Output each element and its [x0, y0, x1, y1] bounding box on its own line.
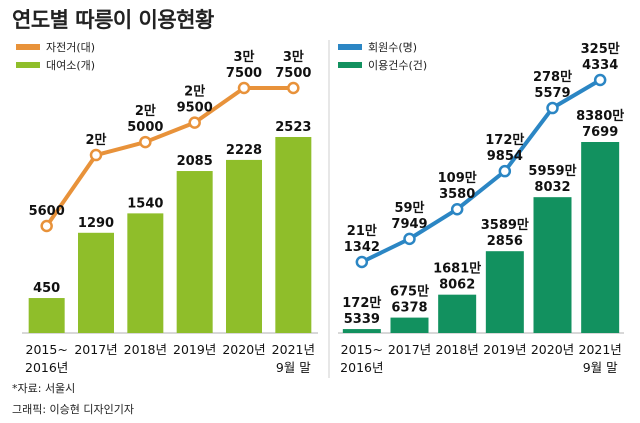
- line-point: [546, 101, 559, 115]
- legend-label-bar: 이용건수(건): [368, 59, 427, 72]
- line-point: [403, 232, 416, 246]
- x-tick-label: 2020년: [531, 342, 574, 357]
- series-line: [360, 78, 602, 264]
- line-point: [355, 255, 369, 269]
- series-line: [45, 86, 294, 228]
- source-note: *자료: 서울시: [12, 382, 76, 395]
- legend-label-line: 자전거(대): [46, 41, 95, 54]
- bar-value-label: 2085: [177, 154, 213, 169]
- bar-value-label: 8380만 7699: [576, 108, 624, 140]
- line-value-label: 5600: [29, 204, 65, 219]
- bar: [226, 159, 262, 333]
- x-tick-label: 2015~ 2016년: [340, 342, 383, 375]
- bar-value-label: 1540: [127, 196, 163, 211]
- line-point: [450, 202, 464, 216]
- bar: [28, 298, 65, 333]
- x-tick-label: 2018년: [124, 342, 167, 357]
- line-value-label: 3만 7500: [226, 49, 262, 81]
- line-point: [139, 135, 152, 149]
- line-value-label: 278만 5579: [533, 69, 572, 101]
- legend-label-line: 회원수(명): [368, 41, 417, 54]
- line-point: [188, 116, 201, 129]
- x-tick-label: 2020년: [222, 342, 265, 357]
- bar-value-label: 1290: [78, 216, 114, 231]
- bar-value-label: 2523: [275, 120, 311, 135]
- line-point: [40, 219, 53, 233]
- line-point: [593, 73, 607, 87]
- line-value-label: 172만 9854: [485, 132, 524, 164]
- line-value-label: 3만 7500: [275, 49, 311, 81]
- bar-value-label: 675만 6378: [390, 284, 429, 316]
- bar-value-label: 172만 5339: [342, 295, 381, 327]
- line-value-label: 2만 5000: [127, 103, 163, 135]
- line-value-label: 109만 3580: [438, 170, 477, 202]
- line-point: [287, 81, 300, 95]
- bar: [533, 197, 572, 333]
- x-tick-label: 2017년: [74, 342, 117, 357]
- bar: [176, 171, 213, 333]
- bar: [581, 142, 620, 333]
- line-point: [498, 164, 512, 178]
- bar: [342, 329, 381, 333]
- bar-value-label: 2228: [226, 143, 262, 158]
- legend-label-bar: 대여소(개): [46, 59, 95, 72]
- line-point: [89, 148, 103, 162]
- line-point: [237, 81, 251, 95]
- x-tick-label: 2015~ 2016년: [25, 342, 68, 375]
- line-value-label: 2만 9500: [177, 84, 213, 116]
- credit-note: 그래픽: 이승현 디자인기자: [12, 403, 135, 416]
- page-title: 연도별 따릉이 이용현황: [12, 8, 214, 32]
- bar-value-label: 450: [33, 281, 60, 296]
- x-tick-label: 2021년 9월 말: [579, 342, 622, 375]
- x-tick-label: 2021년 9월 말: [272, 342, 315, 375]
- bar: [438, 294, 477, 333]
- line-value-label: 2만: [85, 132, 106, 148]
- line-value-label: 325만 4334: [581, 41, 620, 73]
- bar-value-label: 3589만 2856: [481, 217, 529, 249]
- bar: [390, 317, 429, 333]
- line-value-label: 21만 1342: [344, 223, 380, 255]
- x-tick-label: 2019년: [173, 342, 216, 357]
- x-tick-label: 2018년: [436, 342, 479, 357]
- bar: [127, 213, 164, 333]
- line-value-label: 59만 7949: [391, 200, 427, 232]
- bar-value-label: 5959만 8032: [528, 163, 576, 195]
- bar-value-label: 1681만 8062: [433, 261, 481, 293]
- bar: [275, 137, 312, 333]
- bar: [485, 251, 524, 333]
- x-tick-label: 2017년: [388, 342, 431, 357]
- x-tick-label: 2019년: [483, 342, 526, 357]
- bar: [78, 232, 114, 333]
